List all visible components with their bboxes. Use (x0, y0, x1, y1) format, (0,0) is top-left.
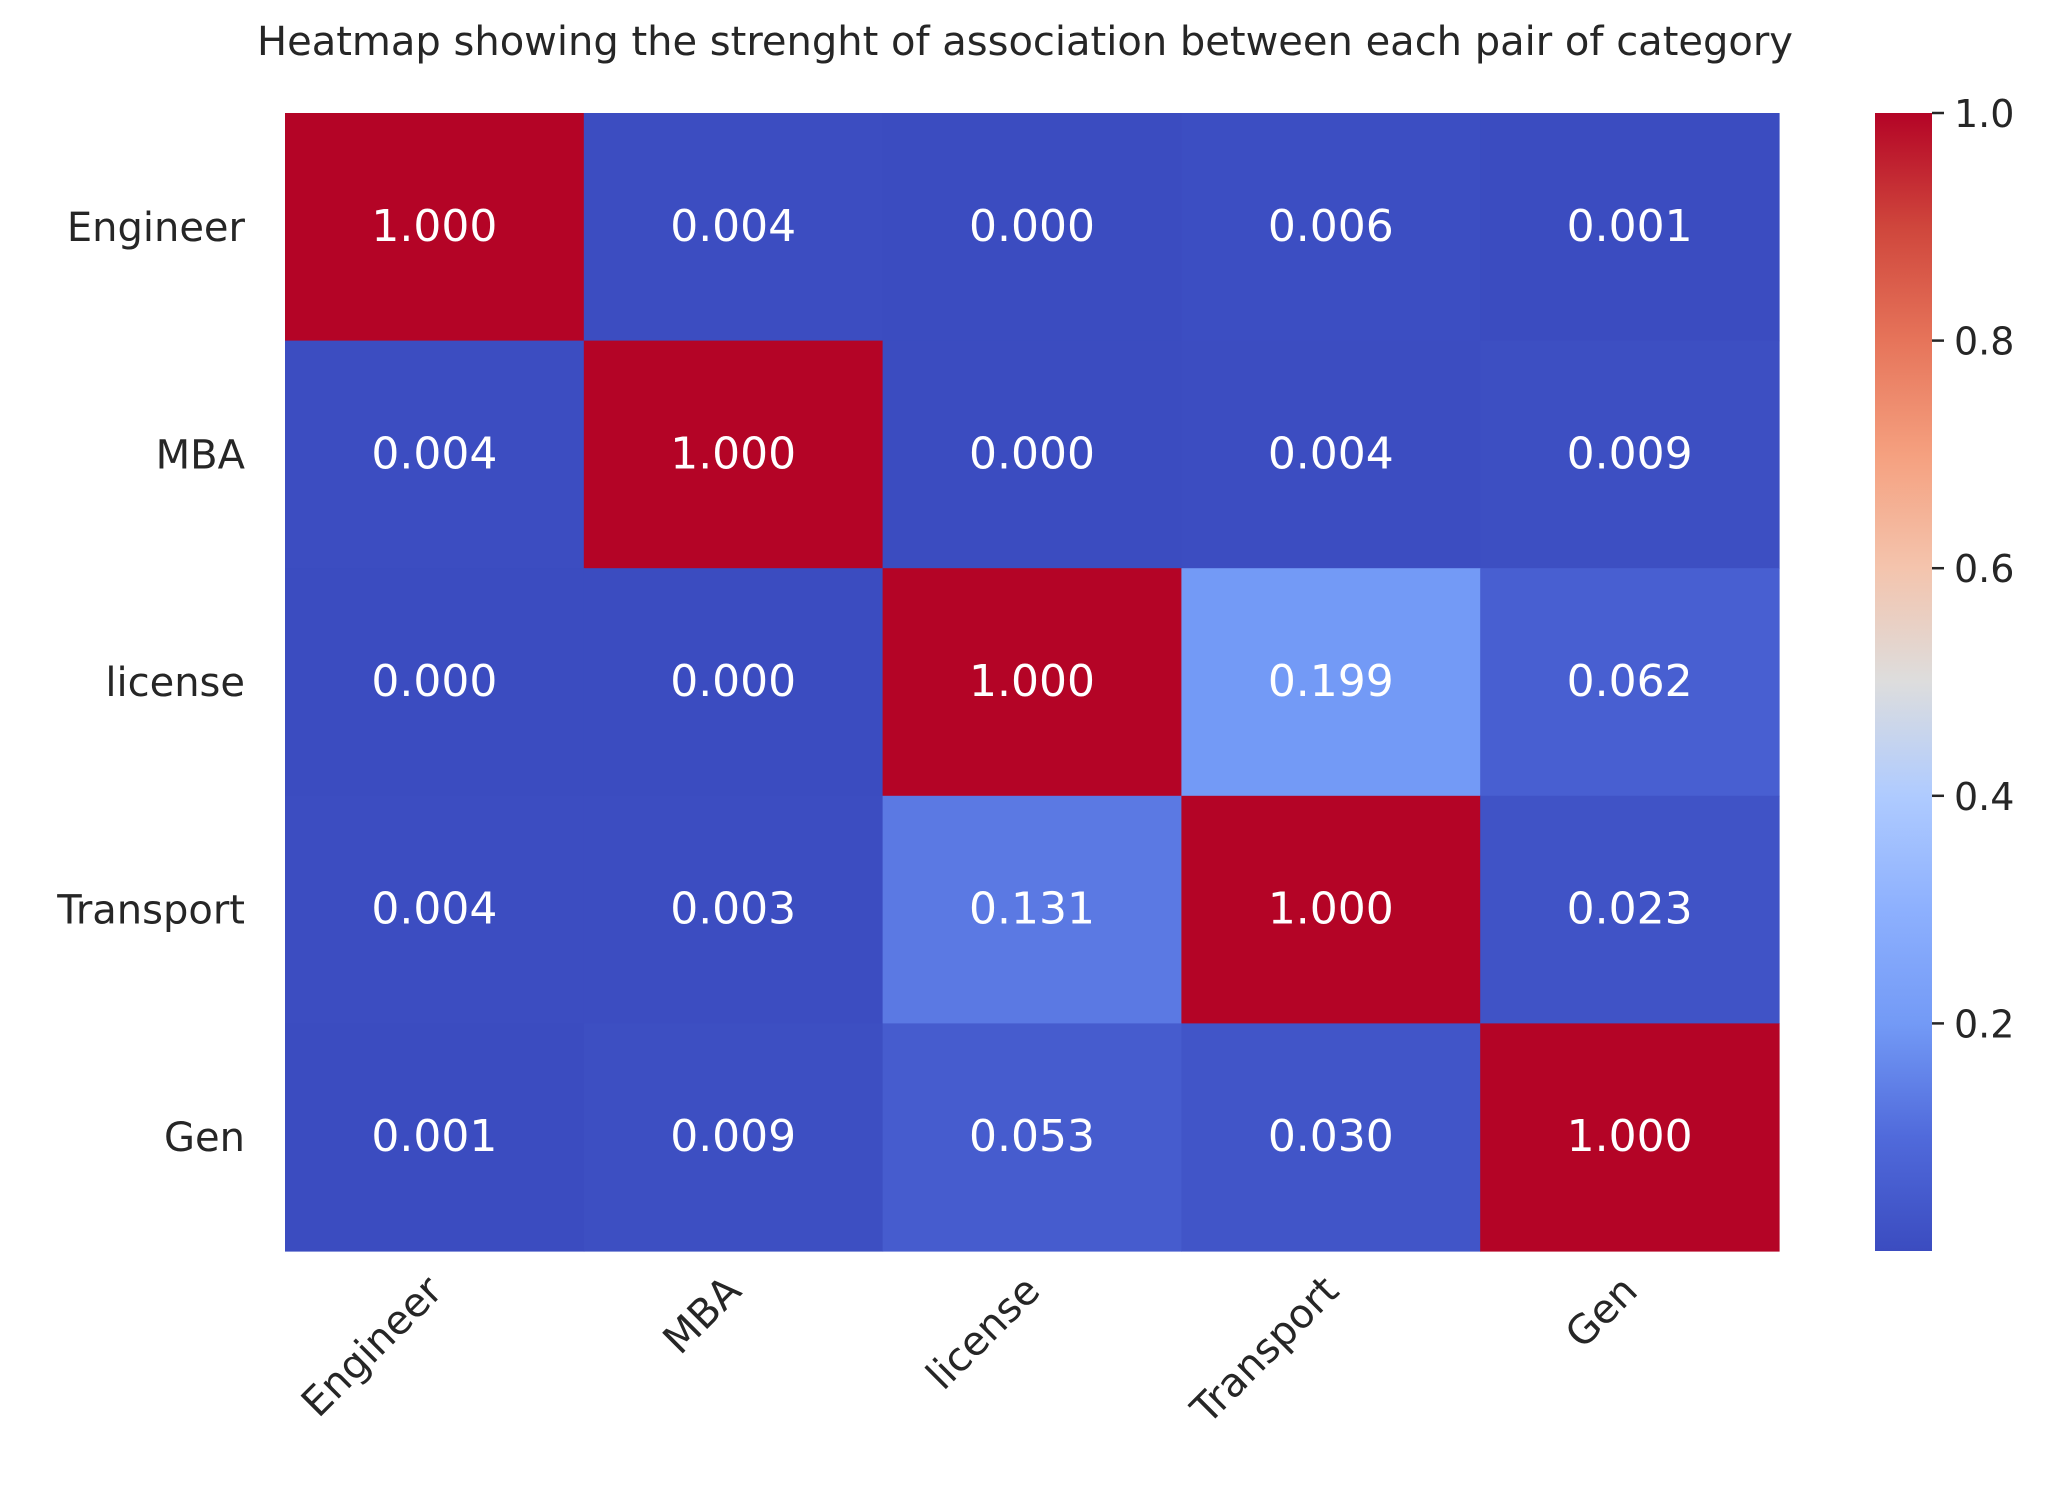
heatmap-cell (583, 1023, 884, 1252)
heatmap-cell (882, 113, 1182, 342)
chart-title: Heatmap showing the strenght of associat… (257, 19, 1793, 65)
heatmap-cell (882, 1023, 1182, 1252)
cell-value-label: 0.009 (1567, 428, 1693, 479)
heatmap-cell (1480, 340, 1780, 569)
heatmap-cell (1181, 113, 1481, 342)
x-axis-tick-labels: Engineer MBA license Transport Gen (293, 1267, 1647, 1433)
colorbar-tick-label: 1.0 (1954, 92, 2014, 136)
x-tick-label: Gen (1557, 1268, 1647, 1358)
heatmap-cell (583, 113, 884, 342)
cell-value-label: 0.009 (670, 1111, 796, 1162)
cell-value-label: 0.001 (1567, 201, 1693, 252)
colorbar-gradient (1875, 113, 1932, 1251)
cell-value-label: 0.199 (1268, 656, 1394, 707)
cell-value-label: 0.003 (670, 884, 796, 935)
cell-value-label: 0.001 (371, 1111, 497, 1162)
heatmap-cell (1181, 795, 1481, 1024)
heatmap-cell (1480, 1023, 1780, 1252)
y-tick-label: Engineer (67, 205, 246, 251)
heatmap-cell (882, 340, 1182, 569)
heatmap-cell (285, 340, 585, 569)
cell-value-label: 1.000 (371, 201, 497, 252)
cell-value-label: 0.000 (969, 428, 1095, 479)
heatmap-cell (583, 568, 884, 797)
heatmap-cell (583, 795, 884, 1024)
colorbar: 0.2 0.4 0.6 0.8 1.0 (1875, 92, 2014, 1251)
cell-value-label: 0.030 (1268, 1111, 1394, 1162)
cell-value-label: 0.004 (670, 201, 796, 252)
heatmap-cell (1181, 340, 1481, 569)
x-tick-label: Engineer (293, 1267, 452, 1426)
heatmap-cell (1181, 568, 1481, 797)
heatmap-cell (882, 568, 1182, 797)
heatmap-cell (1480, 113, 1780, 342)
colorbar-tick-label: 0.8 (1954, 320, 2014, 364)
cell-value-label: 1.000 (1567, 1111, 1693, 1162)
cell-value-label: 0.000 (371, 656, 497, 707)
heatmap-cell (1181, 1023, 1481, 1252)
heatmap-cell (1480, 795, 1780, 1024)
colorbar-tick-label: 0.2 (1954, 1002, 2014, 1046)
cell-value-label: 1.000 (969, 656, 1095, 707)
cell-value-label: 0.062 (1567, 656, 1693, 707)
heatmap-cell (882, 795, 1182, 1024)
y-tick-label: license (105, 660, 245, 706)
cell-value-label: 0.023 (1567, 884, 1693, 935)
heatmap-cell (1480, 568, 1780, 797)
cell-value-label: 0.000 (969, 201, 1095, 252)
heatmap-cell (583, 340, 884, 569)
x-tick-label: Transport (1182, 1268, 1348, 1434)
y-axis-tick-labels: Engineer MBA license Transport Gen (56, 205, 245, 1161)
colorbar-tick-label: 0.4 (1954, 775, 2014, 819)
y-tick-label: Transport (56, 888, 245, 934)
cell-value-labels: 1.000 0.004 0.000 0.006 0.001 0.004 1.000 0.000… (371, 201, 1692, 1162)
y-tick-label: MBA (156, 432, 246, 478)
y-tick-label: Gen (164, 1115, 245, 1161)
cell-value-label: 0.000 (670, 656, 796, 707)
colorbar-tick-label: 0.6 (1954, 547, 2014, 591)
cell-value-label: 0.006 (1268, 201, 1394, 252)
heatmap-cells (285, 113, 1780, 1252)
heatmap-cell (285, 1023, 585, 1252)
cell-value-label: 1.000 (1268, 884, 1394, 935)
cell-value-label: 0.131 (969, 884, 1095, 935)
heatmap-cell (285, 113, 585, 342)
cell-value-label: 0.004 (371, 884, 497, 935)
cell-value-label: 0.004 (1268, 428, 1394, 479)
heatmap-cell (285, 795, 585, 1024)
heatmap-cell (285, 568, 585, 797)
x-tick-label: MBA (655, 1267, 751, 1363)
x-tick-label: license (918, 1268, 1049, 1399)
cell-value-label: 0.004 (371, 428, 497, 479)
cell-value-label: 0.053 (969, 1111, 1095, 1162)
cell-value-label: 1.000 (670, 428, 796, 479)
